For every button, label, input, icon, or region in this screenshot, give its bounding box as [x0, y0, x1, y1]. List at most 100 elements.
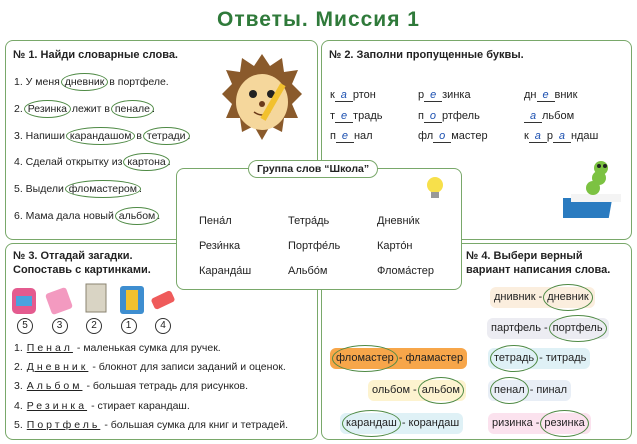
task3-panel	[5, 243, 318, 440]
riddle-word: Альбом	[26, 380, 83, 393]
filled-letter: о	[423, 110, 442, 123]
gap-word: к а ртон	[330, 89, 376, 102]
separator: -	[543, 322, 548, 334]
group-word: Каранда́ш	[199, 265, 252, 277]
group-word: Тетра́дь	[288, 215, 330, 227]
text: р	[418, 89, 425, 101]
gap-word: а льбом	[524, 110, 574, 123]
answer-number: 3	[51, 318, 68, 334]
sentence: 4. Сделай открытку из картона.	[14, 153, 171, 172]
text: лежит в	[68, 102, 113, 115]
task3-heading: № 3. Отгадай загадки.	[13, 250, 133, 262]
text: фл	[418, 130, 434, 142]
option: карандаш	[342, 410, 401, 437]
text: п	[418, 109, 424, 122]
word-group-box: Группа слов “Школа” Пена́л Тетра́дь Дневни…	[176, 160, 462, 290]
text: .	[139, 183, 142, 196]
option: дневник	[543, 284, 593, 311]
text: 1. У меня	[14, 76, 63, 88]
group-word: Дневни́к	[377, 215, 420, 227]
text: зинка	[442, 89, 471, 101]
separator: -	[398, 352, 403, 364]
gap-word: п е нал	[330, 130, 373, 143]
riddle: 5. Портфель - большая сумка для книг и тет…	[14, 419, 288, 431]
spelling-choice: ольбом - альбом	[368, 377, 466, 404]
task4-heading: вариант написания слова.	[466, 264, 611, 276]
riddle-word: Пенал	[26, 342, 73, 354]
option: днивник	[494, 291, 536, 303]
text: дн	[524, 89, 537, 101]
answer-number: 1	[120, 318, 137, 334]
spelling-choice: днивник - дневник	[490, 284, 595, 311]
task2-panel	[321, 40, 632, 240]
text: вник	[554, 89, 578, 101]
text: льбом	[542, 109, 575, 122]
separator: -	[401, 417, 406, 429]
group-word: Портфе́ль	[288, 240, 341, 252]
option: тетрадь	[490, 345, 539, 372]
answer-number: 2	[86, 318, 102, 334]
text: т	[330, 109, 336, 122]
gap-word: р е зинка	[418, 89, 471, 102]
text: .	[152, 102, 155, 115]
bookworm	[563, 161, 621, 218]
task2-heading: № 2. Заполни пропущенные буквы.	[329, 49, 524, 61]
option: альбом	[417, 377, 464, 404]
riddle-text: - большая сумка для книг и тетрадей.	[104, 418, 289, 431]
riddle-word: Портфель	[26, 418, 101, 431]
group-word: Пена́л	[199, 215, 232, 227]
hedgehog	[222, 54, 302, 140]
text: к	[330, 89, 335, 101]
text: .	[187, 129, 191, 142]
circled-word: альбом	[114, 207, 160, 225]
filled-letter: е	[335, 131, 354, 143]
riddle-number: 4.	[14, 399, 23, 412]
text: 2.	[14, 102, 26, 115]
riddle-word: Дневник	[26, 361, 89, 374]
riddle-text: - большая тетрадь для рисунков.	[86, 380, 249, 393]
word-group-title: Группа слов “Школа”	[248, 160, 379, 178]
riddle: 4. Резинка - стирает карандаш.	[14, 400, 190, 412]
option: ризинка	[492, 417, 533, 429]
riddle-text: - маленькая сумка для ручек.	[76, 342, 221, 354]
sentence: 5. Выдели фломастером.	[14, 180, 142, 199]
spelling-choice: ризинка - резинка	[488, 410, 591, 437]
text: ндаш	[570, 130, 599, 142]
gap-word: дн е вник	[524, 89, 577, 102]
task3-heading: Сопоставь с картинками.	[13, 264, 151, 276]
filled-letter: е	[335, 110, 354, 123]
riddle-number: 5.	[14, 418, 23, 431]
circled-word: карандашом	[65, 126, 136, 145]
task4-heading: № 4. Выбери верный	[466, 250, 583, 262]
task4-panel	[321, 243, 632, 440]
riddle-word: Резинка	[26, 399, 88, 412]
riddle-text: - блокнот для записи заданий и оценок.	[92, 361, 286, 374]
sentence: 2. Резинка лежит в пенале.	[14, 99, 155, 118]
option: резинка	[540, 410, 589, 437]
filled-letter: е	[424, 90, 443, 102]
option: партфель	[491, 322, 541, 334]
option: титрадь	[545, 352, 587, 364]
riddle-number: 3.	[14, 380, 23, 393]
separator: -	[529, 384, 534, 396]
separator: -	[535, 417, 540, 429]
riddle: 2. Дневник - блокнот для записи заданий и …	[14, 361, 286, 373]
spelling-choice: фломастер - фламастер	[330, 345, 468, 372]
option: корандаш	[408, 417, 460, 429]
text: в портфеле.	[106, 76, 169, 88]
group-word: Альбо́м	[288, 265, 328, 277]
riddle: 3. Альбом - большая тетрадь для рисунков.	[14, 380, 248, 392]
gap-word: п о ртфель	[418, 110, 480, 123]
text: 3. Напиши	[14, 129, 68, 142]
circled-word: тетради	[142, 126, 190, 145]
sentence: 6. Мама дала новый альбом.	[14, 207, 160, 225]
spelling-choice: пенал - пинал	[488, 377, 572, 404]
text: ртфель	[441, 109, 480, 122]
gap-word: т е традь	[330, 110, 382, 123]
filled-letter: е	[536, 90, 555, 102]
school-icons	[12, 283, 175, 315]
text: традь	[353, 109, 383, 122]
text: .	[167, 156, 171, 169]
separator: -	[413, 384, 417, 396]
text: к	[524, 130, 529, 142]
